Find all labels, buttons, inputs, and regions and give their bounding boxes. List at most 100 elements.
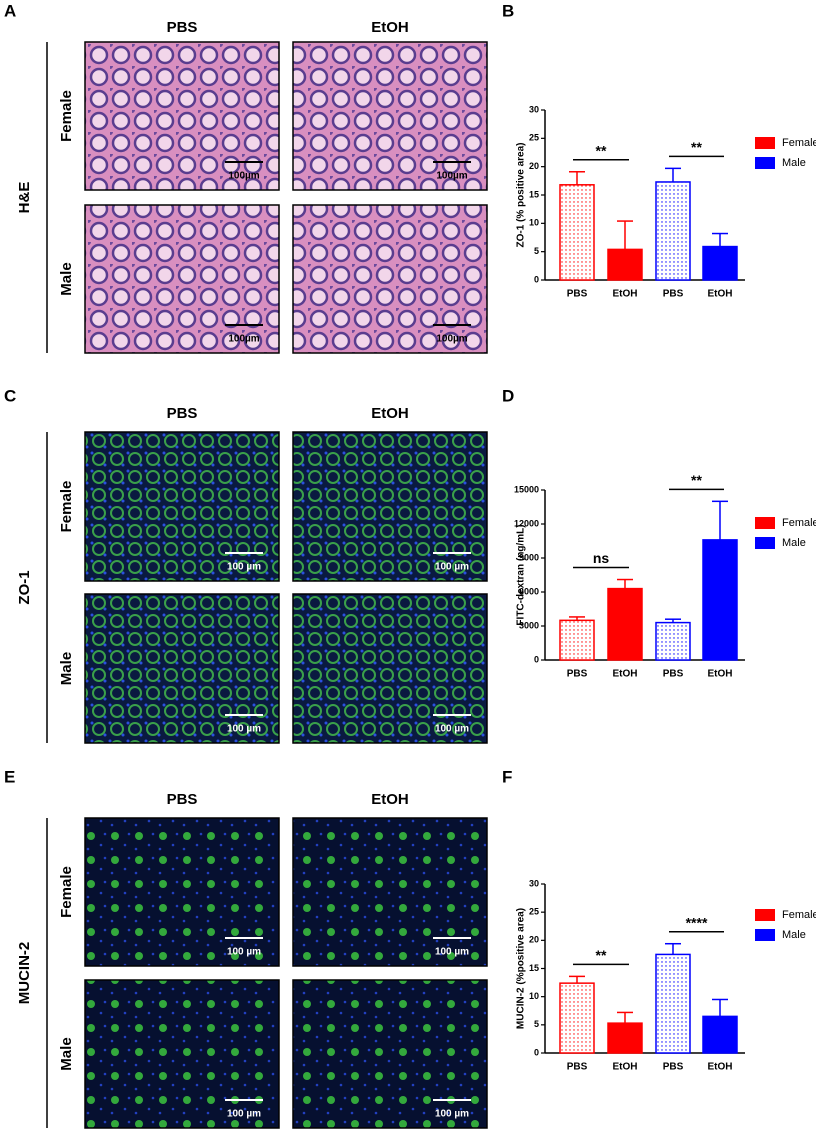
scale-bar-label: 100 µm — [227, 947, 261, 958]
panel-letter: B — [502, 1, 514, 20]
y-tick-label: 9000 — [519, 552, 539, 562]
micrograph — [292, 204, 488, 354]
micrograph — [84, 431, 280, 582]
legend-swatch — [755, 157, 775, 169]
x-tick-label: PBS — [663, 289, 684, 300]
legend-swatch — [755, 929, 775, 941]
column-header: PBS — [167, 19, 198, 36]
y-tick-label: 25 — [529, 907, 539, 917]
micrograph — [84, 41, 280, 191]
micrograph — [292, 817, 488, 967]
legend-swatch — [755, 537, 775, 549]
y-tick-label: 10 — [529, 218, 539, 228]
y-tick-label: 20 — [529, 161, 539, 171]
significance-label: **** — [686, 914, 708, 930]
scale-bar-label: 100 µm — [227, 1109, 261, 1120]
row-label: Female — [58, 90, 75, 142]
bar — [655, 621, 691, 661]
x-tick-label: PBS — [663, 669, 684, 680]
y-tick-label: 30 — [529, 878, 539, 888]
column-header: PBS — [167, 791, 198, 808]
significance-label: ** — [691, 139, 702, 155]
column-header: EtOH — [371, 405, 409, 422]
legend-label: Male — [782, 929, 806, 941]
bar — [655, 181, 691, 281]
panel-letter: D — [502, 386, 514, 405]
column-header: PBS — [167, 405, 198, 422]
y-tick-label: 10 — [529, 991, 539, 1001]
significance-label: ** — [596, 142, 607, 158]
y-tick-label: 3000 — [519, 620, 539, 630]
bar — [559, 982, 595, 1054]
x-tick-label: PBS — [567, 289, 588, 300]
bar — [607, 1022, 643, 1054]
panel-letter: A — [4, 1, 16, 20]
y-tick-label: 0 — [534, 654, 539, 664]
scale-bar-label: 100µm — [228, 171, 259, 182]
x-tick-label: EtOH — [708, 289, 733, 300]
row-label: Female — [58, 866, 75, 918]
x-tick-label: EtOH — [613, 289, 638, 300]
y-tick-label: 15000 — [514, 484, 539, 494]
micrograph — [84, 204, 280, 354]
legend-label: Male — [782, 157, 806, 169]
row-label: Male — [58, 1037, 75, 1070]
x-tick-label: PBS — [663, 1062, 684, 1073]
legend-swatch — [755, 909, 775, 921]
bar — [702, 539, 738, 661]
x-tick-label: EtOH — [708, 1062, 733, 1073]
y-tick-label: 20 — [529, 935, 539, 945]
y-tick-label: 12000 — [514, 518, 539, 528]
scale-bar-label: 100 µm — [435, 947, 469, 958]
scale-bar-label: 100µm — [436, 171, 467, 182]
y-tick-label: 5 — [534, 246, 539, 256]
bar — [559, 184, 595, 281]
legend-swatch — [755, 517, 775, 529]
stain-label: ZO-1 — [16, 570, 33, 604]
x-tick-label: EtOH — [708, 669, 733, 680]
y-axis-label: MUCIN-2 (%positive area) — [516, 908, 527, 1029]
legend-label: Male — [782, 537, 806, 549]
panel-letter: E — [4, 767, 15, 786]
row-label: Female — [58, 481, 75, 533]
stain-label: MUCIN-2 — [16, 942, 33, 1005]
bar — [607, 248, 643, 281]
micrograph — [292, 979, 488, 1129]
panel-letter: F — [502, 767, 512, 786]
x-tick-label: EtOH — [613, 669, 638, 680]
significance-label: ns — [593, 550, 610, 566]
y-tick-label: 5 — [534, 1019, 539, 1029]
scale-bar-label: 100 µm — [227, 562, 261, 573]
bar — [655, 953, 691, 1054]
row-label: Male — [58, 652, 75, 685]
significance-label: ** — [691, 472, 702, 488]
scale-bar-label: 100µm — [436, 334, 467, 345]
y-tick-label: 0 — [534, 274, 539, 284]
significance-label: ** — [596, 947, 607, 963]
bar — [607, 587, 643, 661]
micrograph — [84, 979, 280, 1129]
micrograph — [292, 41, 488, 191]
y-tick-label: 15 — [529, 963, 539, 973]
y-tick-label: 15 — [529, 189, 539, 199]
micrograph — [84, 817, 280, 967]
micrograph — [292, 431, 488, 582]
scale-bar-label: 100 µm — [435, 1109, 469, 1120]
y-tick-label: 30 — [529, 104, 539, 114]
x-tick-label: PBS — [567, 1062, 588, 1073]
column-header: EtOH — [371, 791, 409, 808]
panel-letter: C — [4, 386, 16, 405]
y-axis-label: ZO-1 (% positive area) — [516, 142, 527, 247]
micrograph — [84, 593, 280, 744]
x-tick-label: PBS — [567, 669, 588, 680]
scale-bar-label: 100 µm — [435, 562, 469, 573]
scale-bar-label: 100 µm — [227, 724, 261, 735]
bar — [559, 619, 595, 661]
bar — [702, 245, 738, 281]
column-header: EtOH — [371, 19, 409, 36]
legend-swatch — [755, 137, 775, 149]
scale-bar-label: 100 µm — [435, 724, 469, 735]
bar — [702, 1015, 738, 1054]
legend-label: Female — [782, 517, 816, 529]
